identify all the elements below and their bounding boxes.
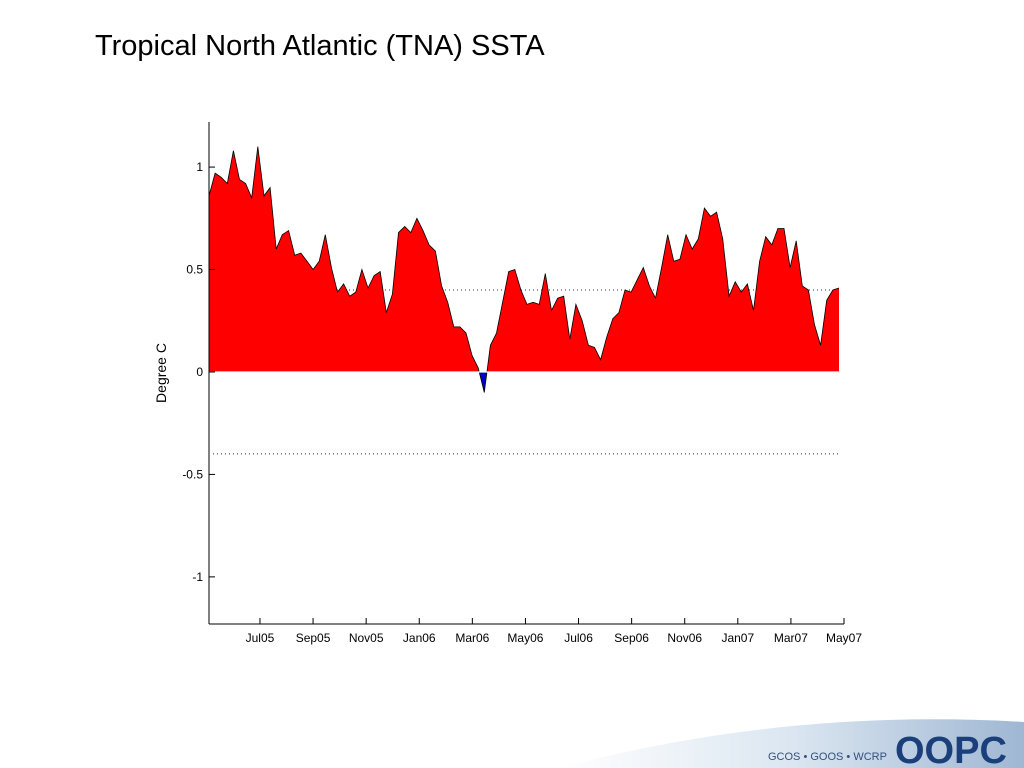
footer-logo: OOPC xyxy=(895,730,1007,768)
y-tick-label: 0 xyxy=(196,365,203,379)
x-tick-label: Mar06 xyxy=(455,631,489,645)
footer-partners: GCOS • GOOS • WCRP xyxy=(768,751,887,763)
area-outline xyxy=(208,146,840,393)
y-tick-label: 0.5 xyxy=(186,263,203,277)
x-tick-label: Jul05 xyxy=(246,631,275,645)
y-tick-label: -1 xyxy=(192,570,203,584)
plot: -1 -0.5 0 0.5 1 Jul05 Sep05 Nov05 Jan06 Mar06 May0… xyxy=(182,122,862,645)
x-tick-label: Jan06 xyxy=(403,631,436,645)
y-tick-label: -0.5 xyxy=(182,467,203,481)
x-tick-label: May07 xyxy=(826,631,862,645)
x-tick-label: Nov05 xyxy=(349,631,384,645)
y-axis-label: Degree C xyxy=(153,343,169,403)
x-tick-label: Nov06 xyxy=(667,631,702,645)
x-tick-label: May06 xyxy=(507,631,543,645)
y-tick-label: 1 xyxy=(196,160,203,174)
slide-title: Tropical North Atlantic (TNA) SSTA xyxy=(95,30,545,62)
x-tick-label: Jul06 xyxy=(564,631,593,645)
x-tick-label: Jan07 xyxy=(721,631,754,645)
area-positive xyxy=(209,146,839,372)
footer-swoosh xyxy=(560,719,1024,768)
x-tick-label: Mar07 xyxy=(774,631,808,645)
x-tick-label: Sep05 xyxy=(296,631,331,645)
x-tick-label: Sep06 xyxy=(614,631,649,645)
